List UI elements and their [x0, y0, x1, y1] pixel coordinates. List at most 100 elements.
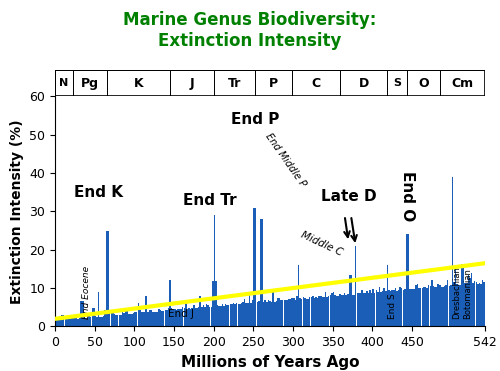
Bar [152, 312, 154, 326]
Bar [371, 293, 372, 326]
Bar [90, 317, 92, 326]
Bar [60, 319, 62, 326]
Bar [400, 287, 401, 326]
Bar [434, 286, 436, 326]
Bar [408, 70, 440, 96]
Bar [88, 316, 90, 326]
Bar [255, 70, 292, 96]
Text: Marine Genus Biodiversity:
Extinction Intensity: Marine Genus Biodiversity: Extinction In… [124, 11, 376, 50]
Bar [254, 208, 255, 326]
Bar [350, 275, 352, 326]
Bar [248, 292, 250, 326]
Bar [225, 304, 226, 326]
Bar [190, 309, 192, 326]
Bar [477, 283, 478, 326]
Text: End Tr: End Tr [183, 193, 236, 208]
Bar [56, 317, 58, 326]
Bar [212, 281, 214, 326]
Bar [342, 295, 344, 326]
Bar [447, 280, 448, 326]
Bar [238, 305, 239, 326]
Bar [444, 286, 446, 326]
Bar [156, 312, 158, 326]
Bar [290, 299, 292, 326]
Bar [385, 291, 386, 326]
Bar [279, 298, 280, 326]
Bar [300, 299, 301, 326]
Bar [463, 264, 464, 326]
Bar [84, 317, 85, 326]
Bar [55, 319, 56, 326]
Bar [202, 305, 204, 326]
Bar [110, 312, 112, 326]
Bar [239, 305, 240, 326]
Bar [180, 309, 182, 326]
Bar [274, 302, 276, 326]
Bar [210, 307, 212, 326]
Bar [272, 292, 274, 326]
Bar [131, 314, 132, 326]
Text: Cm: Cm [452, 76, 473, 90]
Bar [358, 293, 360, 326]
Bar [139, 310, 140, 326]
Text: Pg: Pg [82, 76, 100, 90]
Bar [293, 298, 294, 326]
Bar [101, 316, 102, 326]
Bar [285, 300, 286, 326]
Bar [348, 275, 350, 326]
Bar [322, 298, 323, 326]
Bar [76, 318, 77, 326]
Bar [55, 70, 73, 96]
Bar [330, 295, 331, 326]
Bar [128, 314, 130, 326]
Bar [206, 304, 208, 326]
Bar [478, 283, 480, 326]
Bar [440, 287, 442, 326]
Bar [364, 293, 366, 326]
Bar [200, 296, 201, 326]
Bar [214, 215, 215, 326]
Bar [424, 287, 426, 326]
Bar [228, 305, 230, 326]
Bar [268, 299, 269, 326]
Bar [393, 290, 394, 326]
Bar [186, 309, 188, 326]
Bar [216, 281, 217, 326]
Bar [369, 289, 370, 326]
Bar [384, 288, 385, 326]
Bar [72, 317, 74, 326]
Bar [472, 283, 474, 326]
Bar [204, 307, 206, 326]
Bar [414, 289, 415, 326]
Bar [428, 285, 430, 326]
Bar [162, 311, 163, 326]
Y-axis label: Extinction Intensity (%): Extinction Intensity (%) [10, 119, 24, 304]
Bar [469, 278, 470, 326]
Bar [262, 219, 263, 326]
Text: S: S [394, 78, 402, 88]
Bar [309, 297, 310, 326]
Bar [354, 295, 355, 326]
Text: J: J [190, 76, 194, 90]
Text: End K: End K [74, 185, 123, 200]
Bar [430, 286, 431, 326]
Bar [266, 302, 268, 326]
Bar [158, 309, 160, 326]
Bar [464, 283, 466, 326]
Bar [108, 70, 170, 96]
Bar [396, 291, 398, 326]
Bar [164, 311, 166, 326]
Bar [182, 308, 184, 326]
Bar [355, 246, 356, 326]
Bar [98, 292, 100, 326]
Bar [82, 301, 84, 326]
Text: Botomanian: Botomanian [463, 268, 472, 319]
Bar [347, 295, 348, 326]
Bar [64, 319, 66, 326]
Bar [471, 273, 472, 326]
Text: P: P [269, 76, 278, 90]
Bar [74, 318, 76, 326]
Bar [296, 296, 298, 326]
Bar [134, 312, 136, 326]
Bar [362, 290, 363, 326]
